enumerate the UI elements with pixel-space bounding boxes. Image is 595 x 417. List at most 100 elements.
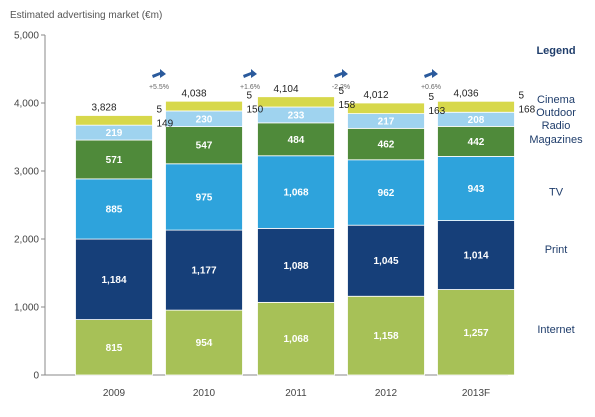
segment-value-label: 230 <box>196 114 213 125</box>
outdoor-value-label: 150 <box>247 104 264 115</box>
growth-arrow-icon <box>424 69 438 78</box>
outdoor-value-label: 149 <box>157 119 174 130</box>
bar-segment <box>347 295 425 376</box>
x-tick-label: 2010 <box>193 388 216 399</box>
segment-value-label: 885 <box>106 204 123 215</box>
bar-segment <box>437 289 515 376</box>
segment-value-label: 1,177 <box>191 266 216 277</box>
bar-segment <box>75 238 153 320</box>
segment-value-label: 547 <box>196 141 213 152</box>
segment-value-label: 1,158 <box>373 331 398 342</box>
y-tick-label: 3,000 <box>14 167 39 178</box>
segment-value-label: 208 <box>468 115 485 126</box>
legend-item: Print <box>545 244 568 256</box>
x-tick-label: 2012 <box>375 388 398 399</box>
segment-value-label: 484 <box>288 135 305 146</box>
cinema-value-label: 5 <box>157 105 163 116</box>
segment-value-label: 1,184 <box>101 275 126 286</box>
bar-segment <box>437 220 515 290</box>
y-tick-label: 5,000 <box>14 31 39 42</box>
bar-segment <box>165 100 243 102</box>
y-tick-label: 4,000 <box>14 99 39 110</box>
growth-label: -2.2% <box>332 84 350 91</box>
legend-title: Legend <box>536 45 575 57</box>
bar-segment <box>165 163 243 231</box>
bar-segment <box>347 102 425 115</box>
legend-item: Magazines <box>529 134 583 146</box>
bar-segment <box>257 95 335 98</box>
bar-segment <box>257 155 335 229</box>
segment-value-label: 1,014 <box>463 251 488 262</box>
growth-arrow-icon <box>243 69 257 78</box>
segment-value-label: 1,068 <box>283 334 308 345</box>
bar-segment <box>437 125 515 157</box>
bar-total-label: 3,828 <box>91 103 116 114</box>
bar-segment <box>257 122 335 157</box>
y-axis-title: Estimated advertising market (€m) <box>10 10 162 21</box>
bar-segment <box>165 100 243 112</box>
legend-item: Outdoor <box>536 107 576 119</box>
segment-value-label: 962 <box>378 188 395 199</box>
outdoor-value-label: 163 <box>429 106 446 117</box>
cinema-value-label: 5 <box>519 90 525 101</box>
bar-segment <box>257 227 335 303</box>
bar-segment <box>437 156 515 221</box>
segment-value-label: 954 <box>196 338 213 349</box>
growth-label: +1.6% <box>240 84 260 91</box>
x-tick-label: 2013F <box>462 388 490 399</box>
segment-value-label: 462 <box>378 140 395 151</box>
bar-segment <box>347 127 425 161</box>
segment-value-label: 219 <box>106 128 123 139</box>
cinema-value-label: 5 <box>429 92 435 103</box>
bar-segment <box>347 101 425 104</box>
outdoor-value-label: 168 <box>519 104 536 115</box>
bar-segment <box>75 178 153 240</box>
bar-segment <box>75 114 153 126</box>
segment-value-label: 1,045 <box>373 256 398 267</box>
legend-item: TV <box>549 186 564 198</box>
x-tick-label: 2009 <box>103 388 126 399</box>
legend-item: Radio <box>542 120 571 132</box>
bar-segment <box>257 95 335 108</box>
bar-total-label: 4,038 <box>181 88 206 99</box>
bar-segment <box>437 100 515 102</box>
growth-label: +0.6% <box>421 84 441 91</box>
y-tick-label: 0 <box>33 371 39 382</box>
bar-segment <box>165 229 243 311</box>
segment-value-label: 571 <box>106 155 123 166</box>
growth-arrow-icon <box>152 69 166 78</box>
segment-value-label: 1,088 <box>283 261 308 272</box>
legend-item: Internet <box>537 324 574 336</box>
growth-arrow-icon <box>334 69 348 78</box>
legend-item: Cinema <box>537 94 576 106</box>
bar-segment <box>437 100 515 113</box>
cinema-value-label: 5 <box>339 86 345 97</box>
outdoor-value-label: 158 <box>339 100 356 111</box>
bar-segment <box>75 114 153 116</box>
bar-segment <box>165 126 243 165</box>
segment-value-label: 975 <box>196 192 213 203</box>
segment-value-label: 217 <box>378 116 395 127</box>
annotations: 3,828 5 149 4,038 5 150 4,104 5 158 4,012 5 163 4,03… <box>91 69 536 130</box>
segment-value-label: 442 <box>468 137 485 148</box>
segment-value-label: 233 <box>288 110 305 121</box>
bar-total-label: 4,104 <box>273 84 298 95</box>
segment-value-label: 1,257 <box>463 328 488 339</box>
segment-value-label: 1,068 <box>283 188 308 199</box>
bar-segment <box>165 309 243 376</box>
bar-segment <box>75 319 153 376</box>
segment-value-label: 815 <box>106 343 123 354</box>
y-tick-label: 1,000 <box>14 303 39 314</box>
cinema-value-label: 5 <box>247 90 253 101</box>
bars: 815 1,184 885 571 219 954 1,177 975 547 230 1,068 1… <box>75 95 515 376</box>
bar-total-label: 4,036 <box>453 88 478 99</box>
bar-segment <box>347 224 425 297</box>
x-tick-label: 2011 <box>285 388 307 399</box>
bar-total-label: 4,012 <box>363 90 388 101</box>
bar-segment <box>347 159 425 226</box>
bar-segment <box>75 139 153 180</box>
y-tick-label: 2,000 <box>14 235 39 246</box>
segment-value-label: 943 <box>468 184 485 195</box>
